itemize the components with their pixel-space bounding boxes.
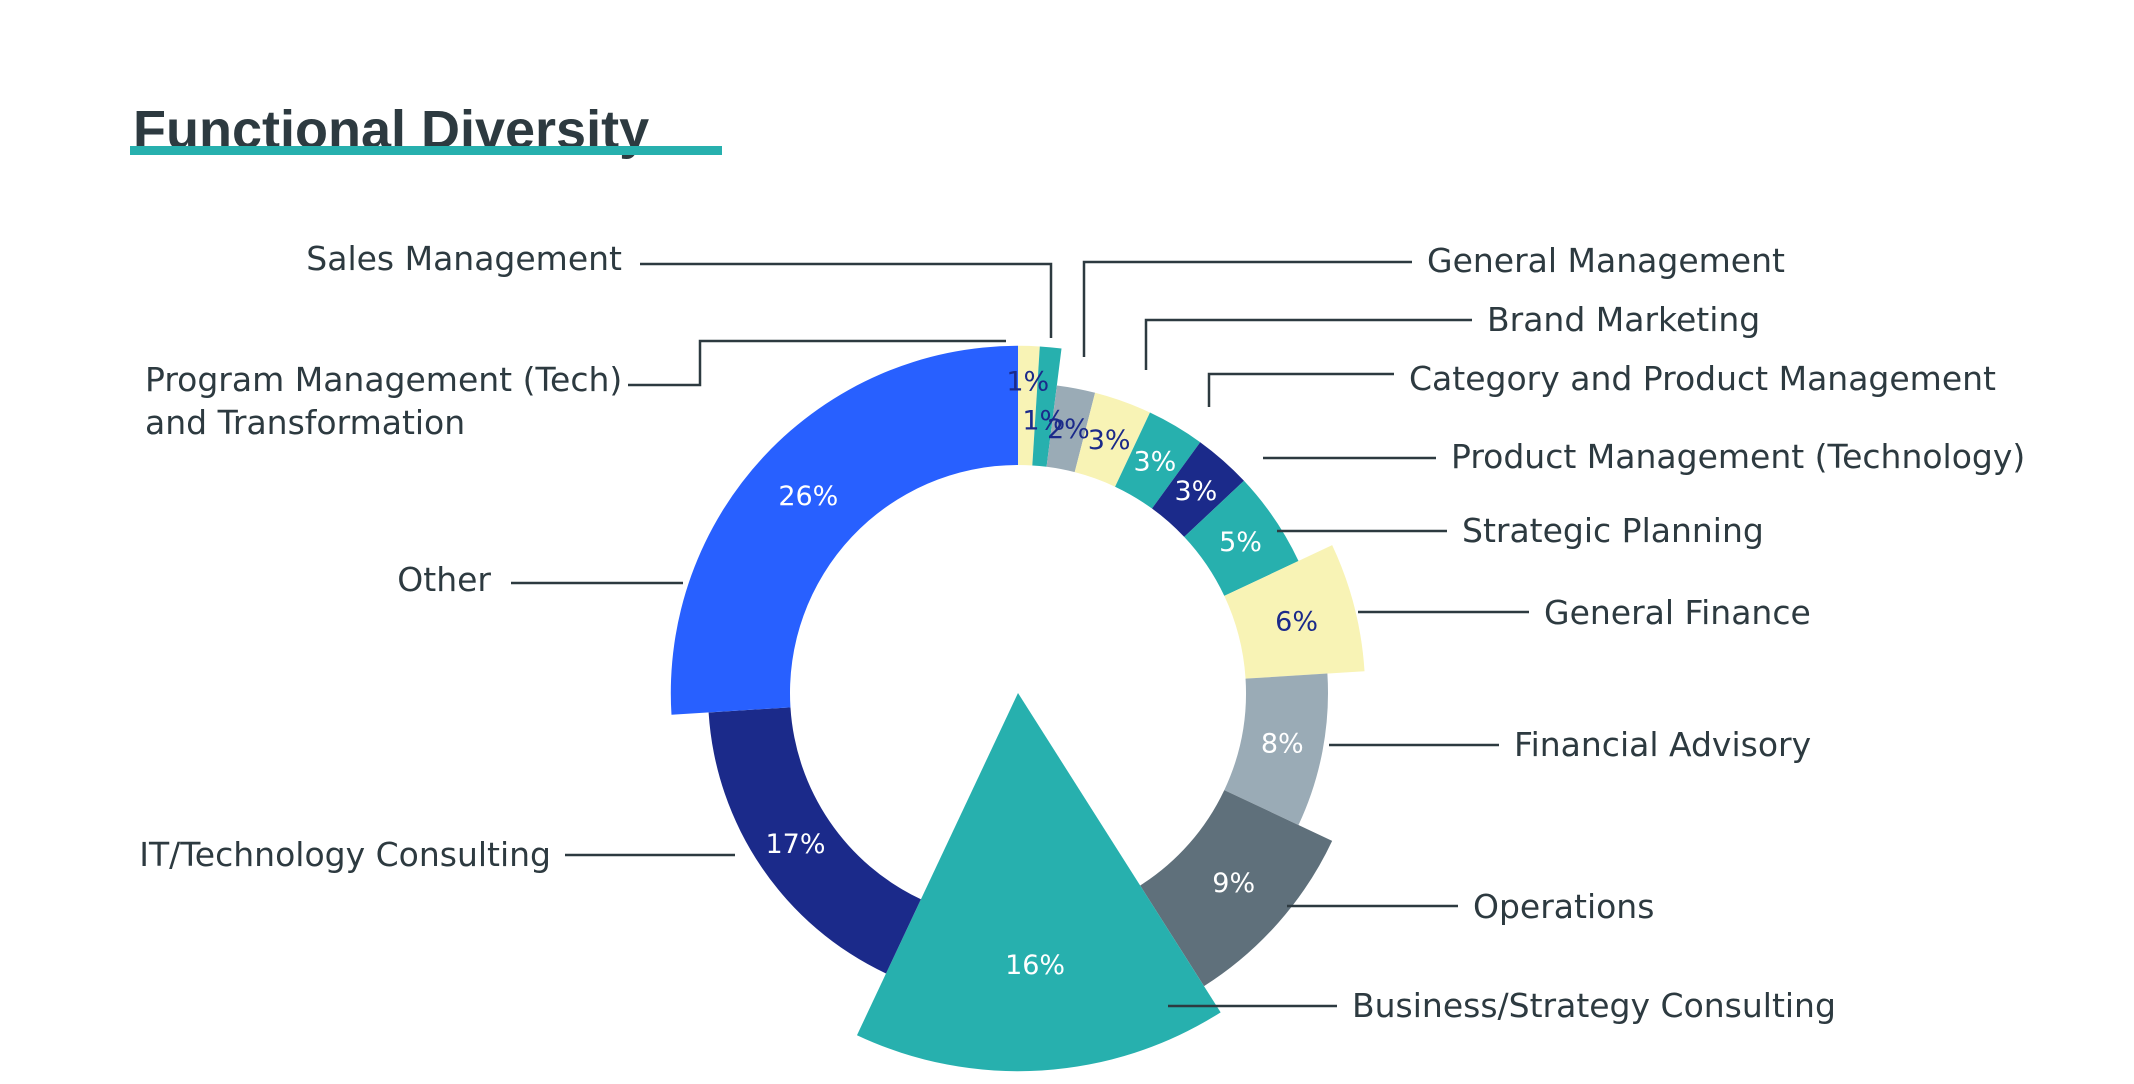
pie-slice <box>1115 412 1201 509</box>
pie-slice <box>670 345 1018 715</box>
pie-slice <box>1046 385 1096 473</box>
pie-slice-value-label: 5% <box>1219 527 1262 558</box>
category-labels: Sales Management General Management Brand … <box>139 239 2025 1025</box>
pie-slice-value-label: 1% <box>1022 406 1065 437</box>
pie-slice <box>1224 673 1328 825</box>
pie-slice <box>1018 345 1040 466</box>
category-label: and Transformation <box>145 403 465 442</box>
category-label: Operations <box>1473 887 1654 926</box>
pie-slice-value-label: 2% <box>1047 414 1090 445</box>
leader-line <box>628 339 1006 387</box>
category-label: Product Management (Technology) <box>1451 437 2025 476</box>
category-label: General Finance <box>1544 593 1811 632</box>
category-label: Strategic Planning <box>1462 511 1764 550</box>
pie-slice-value-label: 3% <box>1088 425 1131 456</box>
category-label: General Management <box>1427 241 1785 280</box>
category-label: Sales Management <box>306 239 622 278</box>
pie-slice-value-label: 9% <box>1212 868 1255 899</box>
category-label: Brand Marketing <box>1487 300 1760 339</box>
pie-slices <box>670 345 1365 1072</box>
category-label: Financial Advisory <box>1514 725 1811 764</box>
pie-slice-value-label: 6% <box>1275 606 1318 637</box>
pie-slice <box>1140 790 1333 987</box>
leader-line <box>1207 372 1394 407</box>
percentage-labels: 1%1%2%3%3%3%5%6%8%9%16%17%26% <box>766 367 1318 981</box>
pie-slice-value-label: 8% <box>1261 728 1304 759</box>
category-label: Category and Product Management <box>1409 359 1996 398</box>
category-label: IT/Technology Consulting <box>139 835 551 874</box>
pie-slice-value-label: 26% <box>778 481 838 512</box>
pie-slice <box>1074 392 1150 487</box>
pie-slice-value-label: 17% <box>766 829 826 860</box>
pie-slice <box>1184 480 1299 596</box>
pie-slice <box>856 693 1221 1072</box>
pie-slice-value-label: 1% <box>1006 367 1049 398</box>
title-underline <box>130 146 722 155</box>
leader-line <box>1144 318 1472 370</box>
pie-slice <box>1152 442 1244 537</box>
leader-line <box>1082 260 1412 357</box>
category-label: Program Management (Tech) <box>145 360 622 399</box>
leader-lines <box>511 260 1529 1008</box>
category-label: Other <box>397 560 491 599</box>
leader-line <box>640 262 1053 338</box>
category-label: Business/Strategy Consulting <box>1352 986 1836 1025</box>
pie-slice-value-label: 3% <box>1174 476 1217 507</box>
pie-slice <box>708 707 921 974</box>
pie-slice <box>1032 346 1062 467</box>
pie-slice <box>1224 545 1365 679</box>
pie-slice-value-label: 3% <box>1134 446 1177 477</box>
pie-slice-value-label: 16% <box>1005 950 1065 981</box>
